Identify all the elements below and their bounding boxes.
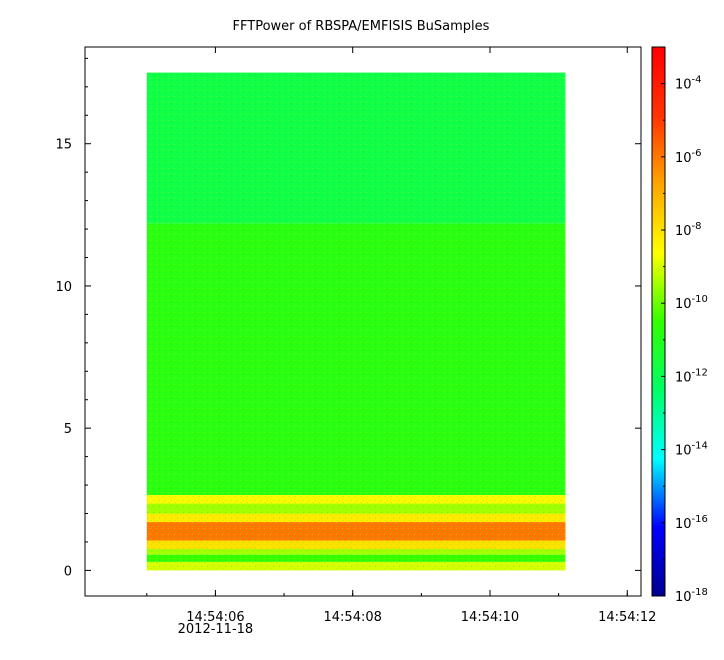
heatmap-texture [146, 72, 566, 571]
heatmap-layer [146, 72, 566, 571]
colorbar-tick-label: 10-6 [675, 148, 702, 166]
colorbar-tick-label: 10-18 [675, 587, 708, 605]
chart-title: FFTPower of RBSPA/EMFISIS BuSamples [233, 19, 490, 34]
x-tick-label: 14:54:06 [186, 610, 244, 625]
x-tick-label: 14:54:08 [324, 610, 382, 625]
colorbar-tick-label: 10-16 [675, 514, 708, 532]
colorbar-gradient [651, 46, 666, 597]
x-tick-label: 14:54:12 [598, 610, 656, 625]
y-tick-label: 15 [55, 138, 72, 153]
colorbar-tick-label: 10-10 [675, 294, 708, 312]
x-tick-label: 14:54:10 [461, 610, 519, 625]
x-date-label: 2012-11-18 [178, 622, 254, 637]
colorbar-tick-label: 10-12 [675, 367, 708, 385]
colorbar-tick-label: 10-8 [675, 221, 702, 239]
colorbar-tick-label: 10-14 [675, 441, 708, 459]
y-tick-label: 10 [55, 280, 72, 295]
y-tick-label: 0 [64, 564, 72, 579]
y-tick-label: 5 [64, 422, 72, 437]
colorbar-tick-label: 10-4 [675, 75, 702, 93]
colorbar: 10-4 10-6 10-8 10-10 10-12 10-14 10-16 10-18 [651, 46, 708, 605]
